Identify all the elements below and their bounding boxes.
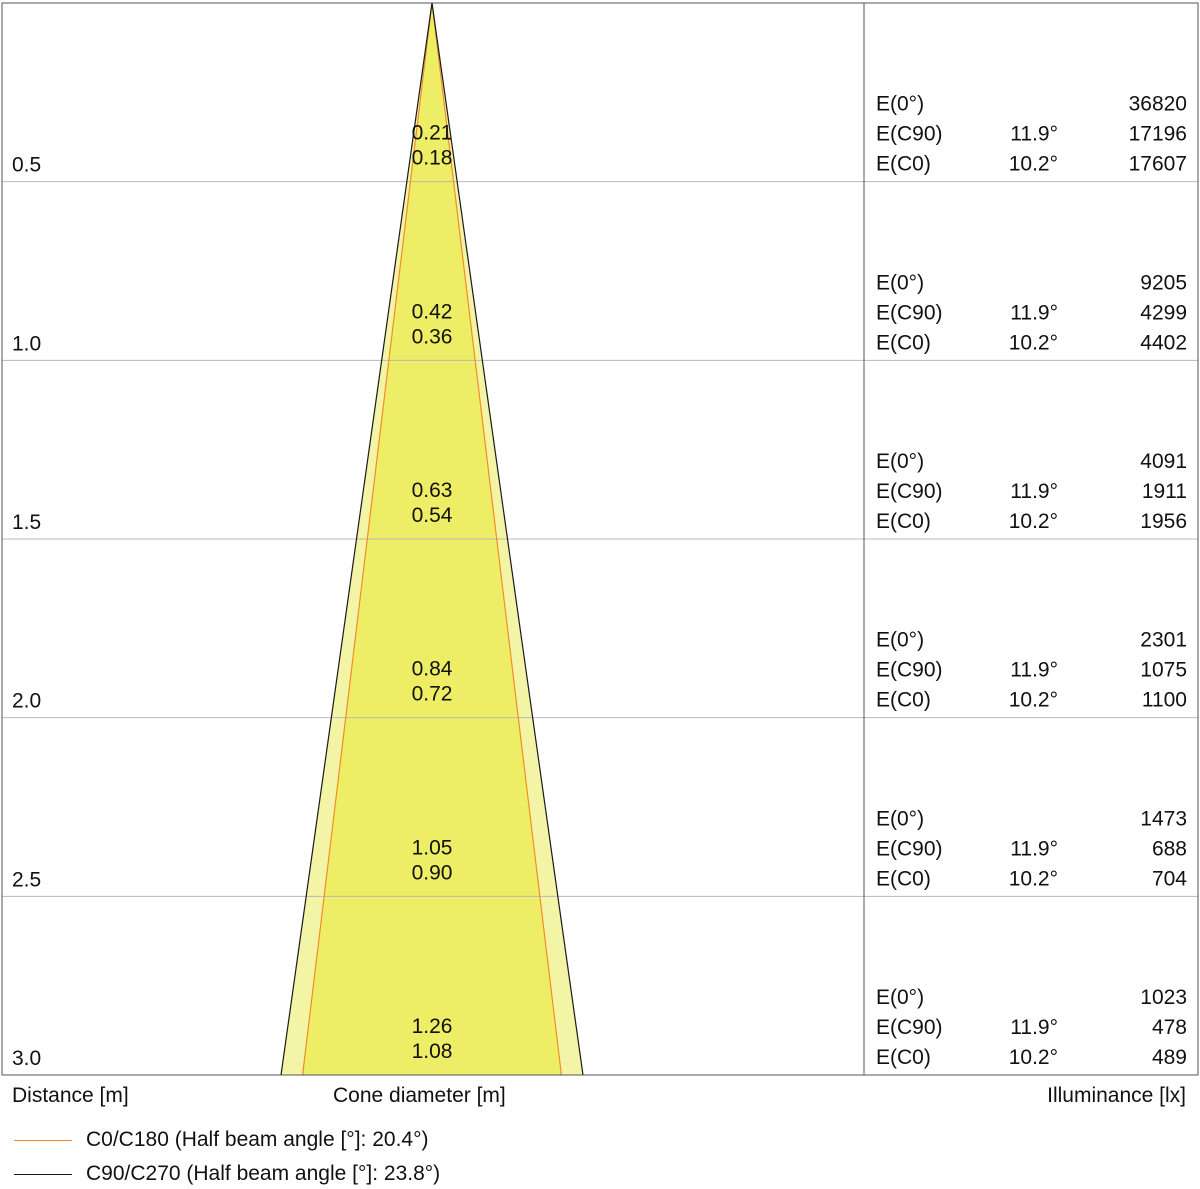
illuminance-e0-value: 4091 [1140,450,1187,473]
illuminance-c90-angle: 11.9° [1010,301,1058,324]
illuminance-c90-label: E(C90) [876,659,943,682]
legend-label-c0-c180: C0/C180 (Half beam angle [°]: 20.4°) [86,1128,429,1151]
distance-tick-label: 1.5 [12,511,41,534]
illuminance-c0-label: E(C0) [876,153,931,176]
illuminance-c0-angle: 10.2° [1009,153,1058,176]
distance-tick-label: 2.0 [12,690,41,713]
illuminance-c0-label: E(C0) [876,331,931,354]
illuminance-e0-label: E(0°) [876,629,924,652]
illuminance-e0-value: 9205 [1140,271,1187,294]
illuminance-c0-angle: 10.2° [1009,1046,1058,1069]
distance-axis-label: Distance [m] [12,1084,129,1107]
distance-tick-label: 2.5 [12,868,41,891]
illuminance-c90-label: E(C90) [876,123,943,146]
legend-line-c0-c180 [14,1139,72,1141]
cone-diameter-c0-label: 0.90 [412,861,453,884]
illuminance-c0-angle: 10.2° [1009,331,1058,354]
legend-item-c0-c180: C0/C180 (Half beam angle [°]: 20.4°) [14,1127,428,1153]
illuminance-c0-label: E(C0) [876,1046,931,1069]
illuminance-e0-label: E(0°) [876,986,924,1009]
illuminance-c0-angle: 10.2° [1009,510,1058,533]
illuminance-c0-value: 489 [1152,1046,1187,1069]
illuminance-c0-value: 17607 [1129,153,1187,176]
cone-diagram-chart: 0.5 0.210.18 E(0°) 36820 E(C90) 11.9° 17196 E(C… [1,2,1199,1076]
cone-diameter-c90-label: 1.26 [412,1015,453,1038]
c0-edge-left [301,2,433,1076]
legend-label-c90-c270: C90/C270 (Half beam angle [°]: 23.8°) [86,1162,441,1185]
illuminance-e0-value: 36820 [1129,93,1187,116]
illuminance-c90-value: 688 [1152,837,1187,860]
illuminance-c90-label: E(C90) [876,837,943,860]
illuminance-c90-angle: 11.9° [1010,480,1058,503]
c90-edge-right [431,2,584,1076]
cone-diameter-c90-label: 0.21 [412,122,453,145]
cone-diameter-c0-label: 0.54 [412,504,453,527]
illuminance-c90-value: 1075 [1140,659,1187,682]
illuminance-c0-label: E(C0) [876,510,931,533]
illuminance-c90-value: 1911 [1142,480,1187,503]
illuminance-e0-label: E(0°) [876,271,924,294]
cone-diameter-c0-label: 0.18 [412,147,453,170]
illuminance-e0-label: E(0°) [876,450,924,473]
illuminance-c0-angle: 10.2° [1009,689,1058,712]
illuminance-c90-value: 4299 [1140,301,1187,324]
illuminance-e0-label: E(0°) [876,807,924,830]
distance-tick-label: 0.5 [12,154,41,177]
legend-line-c90-c270 [14,1173,72,1175]
cone-diameter-c90-label: 0.84 [412,658,453,681]
cone-diameter-c90-label: 0.42 [412,300,453,323]
illuminance-e0-value: 2301 [1140,629,1187,652]
illuminance-c0-value: 1100 [1142,689,1187,712]
cone-diameter-c90-label: 1.05 [412,836,453,859]
c0-edge-right [431,2,563,1076]
illuminance-c90-value: 478 [1152,1016,1187,1039]
illuminance-c90-angle: 11.9° [1010,1016,1058,1039]
illuminance-c90-angle: 11.9° [1010,837,1058,860]
cone-diameter-c0-label: 0.36 [412,325,453,348]
chart-frame [1,2,1199,1076]
illuminance-c0-value: 4402 [1140,331,1187,354]
illuminance-c90-label: E(C90) [876,301,943,324]
illuminance-e0-label: E(0°) [876,93,924,116]
cone-diameter-c90-label: 0.63 [412,479,453,502]
distance-tick-label: 1.0 [12,332,41,355]
illuminance-axis-label: Illuminance [lx] [1047,1084,1186,1107]
illuminance-c0-label: E(C0) [876,689,931,712]
illuminance-e0-value: 1473 [1140,807,1187,830]
illuminance-c0-angle: 10.2° [1009,867,1058,890]
illuminance-c90-label: E(C90) [876,1016,943,1039]
illuminance-c0-label: E(C0) [876,867,931,890]
illuminance-c0-value: 1956 [1140,510,1187,533]
illuminance-c90-label: E(C90) [876,480,943,503]
cone-diameter-c0-label: 1.08 [412,1040,453,1063]
distance-tick-label: 3.0 [12,1047,41,1070]
illuminance-c90-angle: 11.9° [1010,123,1058,146]
illuminance-c0-value: 704 [1152,867,1187,890]
illuminance-e0-value: 1023 [1140,986,1187,1009]
cone-diameter-axis-label: Cone diameter [m] [333,1084,506,1107]
cone-diameter-c0-label: 0.72 [412,683,453,706]
legend-item-c90-c270: C90/C270 (Half beam angle [°]: 23.8°) [14,1161,440,1187]
c90-edge-left [280,2,433,1076]
illuminance-c90-angle: 11.9° [1010,659,1058,682]
illuminance-c90-value: 17196 [1129,123,1187,146]
